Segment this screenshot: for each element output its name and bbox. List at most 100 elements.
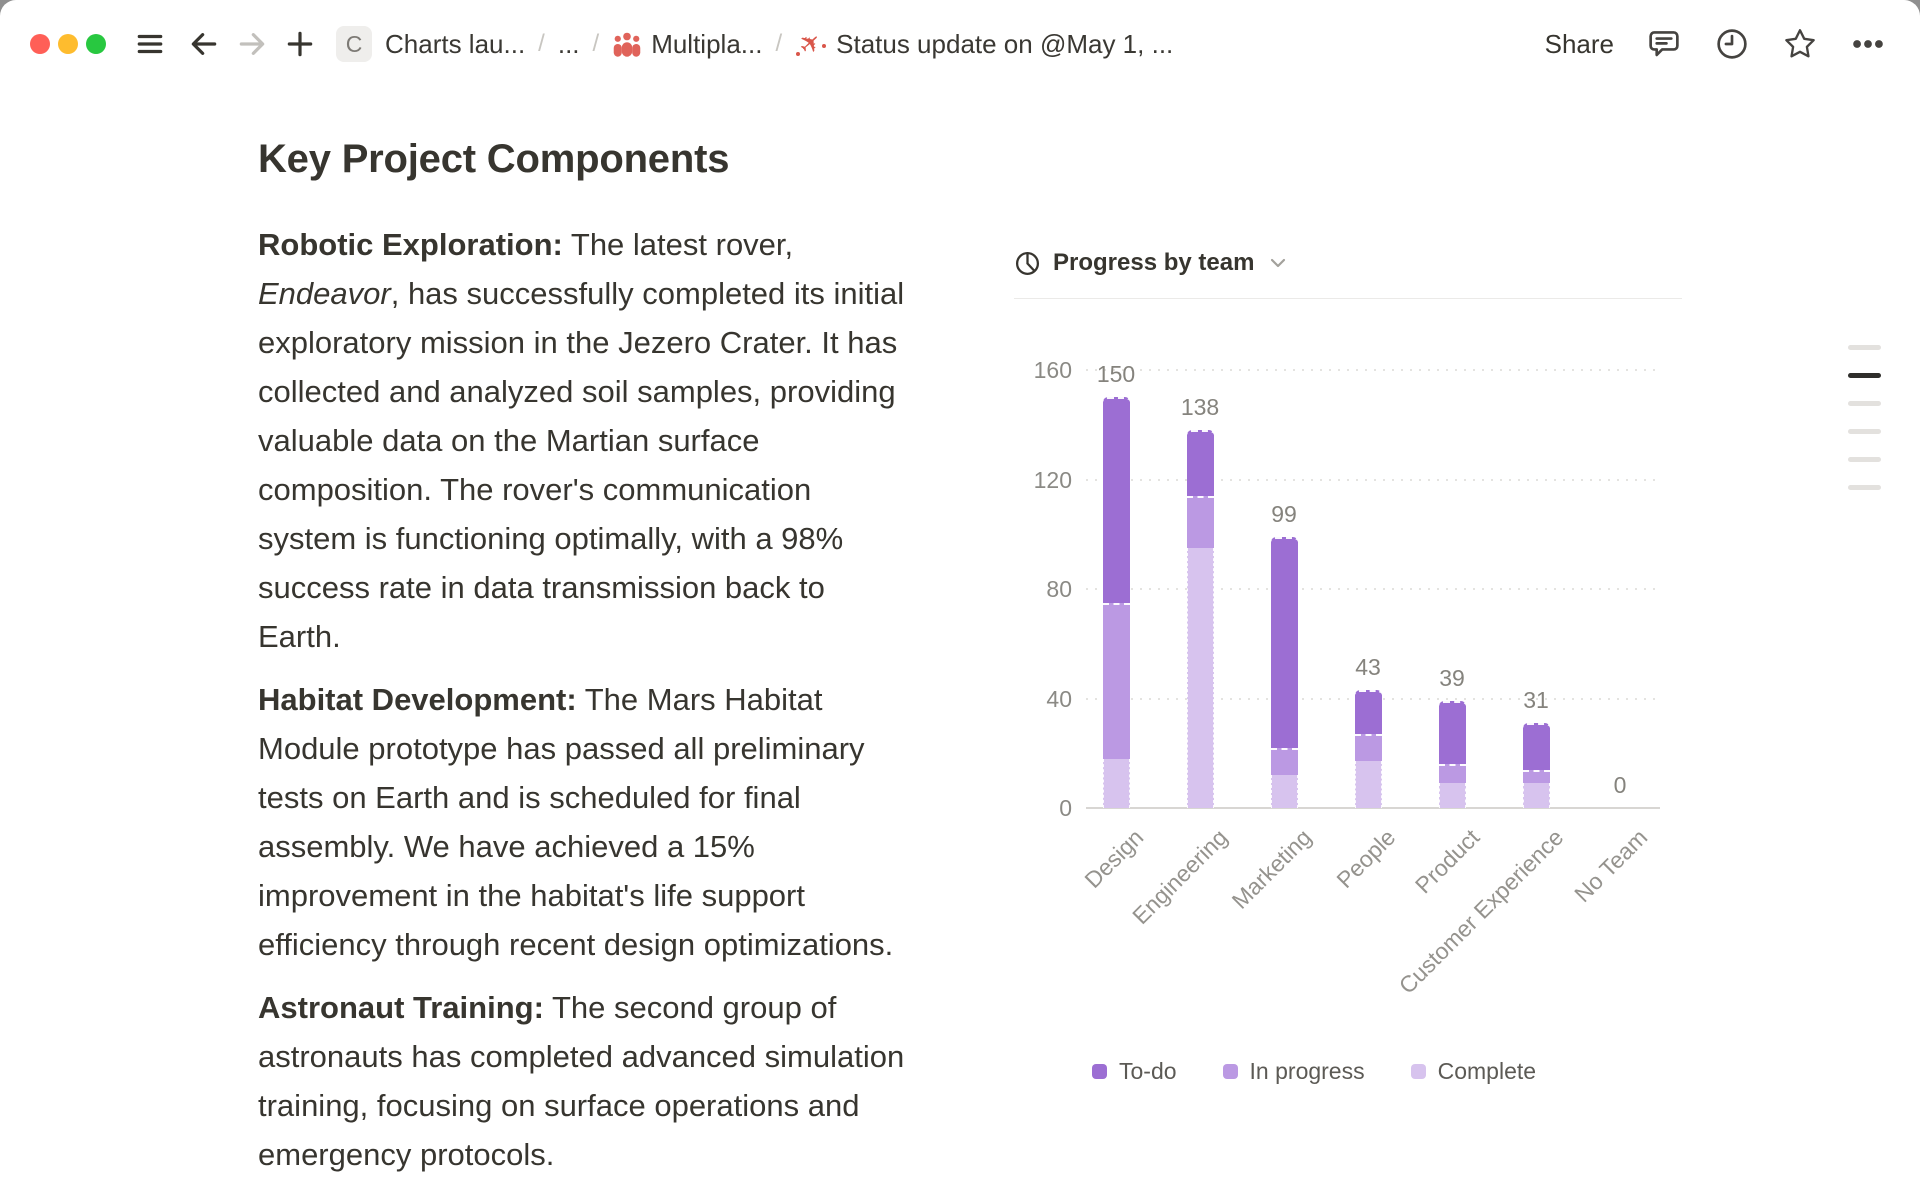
- bar-total-label: 31: [1523, 687, 1549, 714]
- page-heading: Key Project Components: [258, 137, 730, 181]
- paragraph-astronaut-training[interactable]: Astronaut Training: The second group of …: [258, 983, 910, 1179]
- gridline: [1086, 369, 1660, 371]
- favorite-button[interactable]: [1782, 26, 1818, 62]
- bar-segment-to-do[interactable]: [1438, 701, 1466, 765]
- bar-segment-to-do[interactable]: [1522, 723, 1550, 770]
- chart-view-selector[interactable]: Progress by team: [1014, 246, 1682, 280]
- page-outline-indicator: [1848, 345, 1881, 490]
- y-tick-label: 40: [1046, 685, 1072, 712]
- legend-item[interactable]: To-do: [1092, 1058, 1177, 1085]
- share-button[interactable]: Share: [1544, 28, 1614, 59]
- plus-icon: [287, 31, 313, 57]
- menu-icon: [137, 34, 163, 54]
- bar-segment-to-do[interactable]: [1270, 536, 1298, 748]
- zoom-window-button[interactable]: [86, 34, 106, 54]
- bar-segment-complete[interactable]: [1438, 783, 1466, 808]
- breadcrumb-label: Multipla...: [651, 28, 763, 59]
- bar-segment-in-progress[interactable]: [1354, 734, 1382, 762]
- paragraph-habitat-development[interactable]: Habitat Development: The Mars Habitat Mo…: [258, 675, 910, 969]
- paragraph-label: Astronaut Training:: [258, 990, 544, 1025]
- new-page-button[interactable]: [282, 26, 318, 62]
- people-icon: [613, 32, 641, 57]
- workspace-badge[interactable]: C: [336, 26, 372, 62]
- bar-segment-complete[interactable]: [1102, 758, 1130, 808]
- bar-total-label: 150: [1096, 361, 1136, 388]
- legend-swatch: [1092, 1064, 1107, 1079]
- breadcrumb-separator: /: [538, 30, 545, 57]
- more-options-button[interactable]: [1850, 26, 1886, 62]
- comments-button[interactable]: [1646, 26, 1682, 62]
- history-clock-icon: [1717, 29, 1747, 59]
- bar-total-label: 43: [1355, 654, 1381, 681]
- bar-segment-in-progress[interactable]: [1438, 764, 1466, 784]
- more-ellipsis-icon: [1853, 40, 1883, 48]
- breadcrumb-label: Status update on @May 1, ...: [836, 28, 1174, 59]
- bar-segment-in-progress[interactable]: [1186, 495, 1214, 548]
- y-tick-label: 160: [1033, 357, 1072, 383]
- bar-segment-to-do[interactable]: [1354, 690, 1382, 735]
- paragraph-text: The second group of astronauts has compl…: [258, 990, 905, 1172]
- airplane-icon: ✈: [792, 25, 830, 63]
- legend-swatch: [1410, 1064, 1426, 1079]
- progress-chart-block: Progress by team 0 40 80 120 160 150 Design 138…: [1014, 246, 1682, 1200]
- legend-label: To-do: [1119, 1058, 1177, 1084]
- chart-divider: [1014, 298, 1682, 299]
- outline-line-active[interactable]: [1848, 373, 1881, 378]
- outline-line[interactable]: [1848, 401, 1881, 406]
- breadcrumb-separator: /: [775, 30, 783, 57]
- pie-chart-icon: [1015, 251, 1040, 275]
- breadcrumb-label: Charts lau...: [385, 28, 526, 59]
- paragraph-italic-text: Endeavor: [258, 276, 391, 311]
- history-button[interactable]: [1714, 26, 1750, 62]
- paragraph-label: Robotic Exploration:: [258, 227, 563, 262]
- bar-segment-in-progress[interactable]: [1102, 602, 1130, 759]
- document-body: Key Project Components Robotic Explorati…: [258, 134, 910, 1193]
- close-window-button[interactable]: [30, 34, 50, 54]
- bar-segment-in-progress[interactable]: [1522, 769, 1550, 784]
- bar-total-label: 138: [1180, 394, 1220, 421]
- bar-segment-in-progress[interactable]: [1270, 747, 1298, 776]
- bar-segment-to-do[interactable]: [1186, 430, 1214, 496]
- bar-segment-to-do[interactable]: [1102, 397, 1130, 603]
- legend-item[interactable]: Complete: [1410, 1058, 1537, 1085]
- bar-segment-complete[interactable]: [1522, 783, 1550, 808]
- outline-line[interactable]: [1848, 429, 1881, 434]
- breadcrumb-item-multiplayer[interactable]: Multipla...: [612, 29, 762, 60]
- star-icon: [1785, 29, 1815, 58]
- forward-button[interactable]: [234, 26, 270, 62]
- outline-line[interactable]: [1848, 457, 1881, 462]
- titlebar: C Charts lau... / ... / Multipla... /: [0, 0, 1920, 88]
- paragraph-text: The Mars Habitat Module prototype has pa…: [258, 682, 894, 962]
- comments-icon: [1649, 31, 1679, 57]
- breadcrumb: Charts lau... / ... / Multipla... / ✈ St…: [385, 25, 1174, 63]
- back-button[interactable]: [186, 26, 222, 62]
- bar-total-label: 99: [1271, 500, 1297, 527]
- legend-item[interactable]: In progress: [1222, 1058, 1365, 1085]
- bar-segment-complete[interactable]: [1354, 761, 1382, 808]
- legend-label: Complete: [1437, 1058, 1537, 1084]
- bar-segment-complete[interactable]: [1270, 775, 1298, 808]
- chevron-down-icon: [1271, 258, 1286, 268]
- y-tick-label: 80: [1046, 576, 1072, 602]
- bar-total-label: 39: [1439, 665, 1465, 692]
- outline-line[interactable]: [1848, 485, 1881, 490]
- breadcrumb-item-status-update[interactable]: ✈ Status update on @May 1, ...: [792, 25, 1174, 63]
- paragraph-robotic-exploration[interactable]: Robotic Exploration: The latest rover, E…: [258, 220, 910, 661]
- sidebar-menu-button[interactable]: [132, 26, 168, 62]
- back-arrow-icon: [191, 33, 217, 55]
- breadcrumb-item-charts[interactable]: Charts lau...: [385, 29, 525, 60]
- breadcrumb-label: ...: [557, 28, 580, 59]
- chart-title: Progress by team: [1053, 249, 1255, 276]
- paragraph-label: Habitat Development:: [258, 682, 577, 717]
- chart-legend: To-do In progress Complete: [1092, 1058, 1536, 1085]
- paragraph-text: , has successfully completed its initial…: [258, 276, 905, 654]
- y-tick-label: 120: [1033, 466, 1072, 493]
- bar-segment-complete[interactable]: [1186, 547, 1214, 808]
- breadcrumb-item-collapsed[interactable]: ...: [558, 29, 580, 60]
- minimize-window-button[interactable]: [58, 34, 78, 54]
- outline-line[interactable]: [1848, 345, 1881, 350]
- gridline: [1086, 588, 1660, 590]
- paragraph-text: The latest rover,: [562, 227, 794, 262]
- legend-swatch: [1222, 1064, 1238, 1079]
